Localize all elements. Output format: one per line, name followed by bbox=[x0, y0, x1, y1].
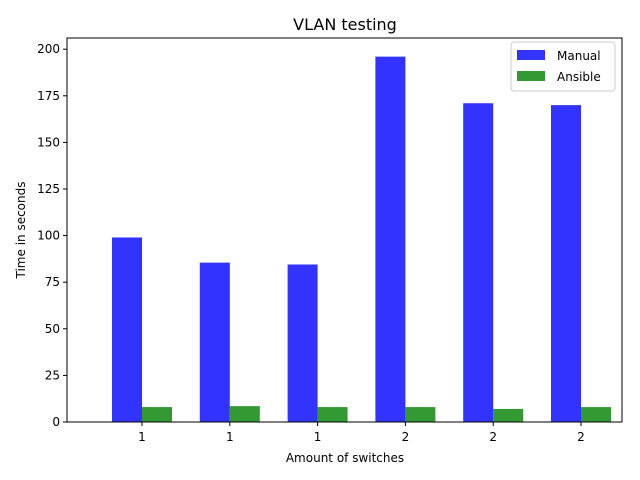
plot-frame bbox=[66, 37, 623, 423]
y-axis-label: Time in seconds bbox=[14, 182, 28, 280]
legend-swatch-manual bbox=[517, 50, 545, 60]
x-tick-label: 2 bbox=[489, 430, 497, 444]
x-axis-label: Amount of switches bbox=[286, 451, 404, 465]
y-tick-label: 200 bbox=[37, 42, 60, 56]
x-axis: 1 1 1 2 2 2 bbox=[138, 422, 585, 444]
bar-manual-1 bbox=[112, 237, 142, 422]
y-tick-label: 50 bbox=[45, 322, 60, 336]
y-tick-label: 125 bbox=[37, 182, 60, 196]
bar-ansible-2 bbox=[229, 406, 260, 422]
bar-ansible-5 bbox=[493, 408, 524, 422]
y-axis: 0 25 50 75 100 125 150 175 200 bbox=[37, 42, 67, 429]
bar-ansible-4 bbox=[405, 407, 436, 422]
chart-title: VLAN testing bbox=[293, 15, 397, 34]
y-tick-label: 75 bbox=[45, 275, 60, 289]
y-tick-label: 25 bbox=[45, 368, 60, 382]
x-tick-label: 1 bbox=[314, 430, 322, 444]
legend: Manual Ansible bbox=[510, 41, 616, 92]
bars-group bbox=[112, 56, 611, 422]
x-tick-label: 2 bbox=[402, 430, 410, 444]
y-tick-label: 0 bbox=[52, 415, 60, 429]
x-tick-label: 1 bbox=[226, 430, 234, 444]
bar-ansible-1 bbox=[142, 407, 172, 422]
bar-manual-3 bbox=[287, 264, 318, 422]
y-tick-label: 175 bbox=[37, 89, 60, 103]
bar-manual-6 bbox=[551, 105, 581, 422]
legend-swatch-ansible bbox=[517, 71, 545, 81]
bar-ansible-6 bbox=[581, 407, 611, 422]
x-tick-label: 1 bbox=[138, 430, 146, 444]
legend-label-manual: Manual bbox=[557, 49, 601, 63]
bar-manual-2 bbox=[199, 262, 230, 422]
bar-manual-4 bbox=[375, 56, 406, 422]
x-tick-label: 2 bbox=[577, 430, 585, 444]
y-tick-label: 150 bbox=[37, 135, 60, 149]
bar-ansible-3 bbox=[317, 407, 348, 422]
bar-manual-5 bbox=[463, 103, 494, 422]
y-tick-label: 100 bbox=[37, 229, 60, 243]
legend-label-ansible: Ansible bbox=[557, 70, 601, 84]
